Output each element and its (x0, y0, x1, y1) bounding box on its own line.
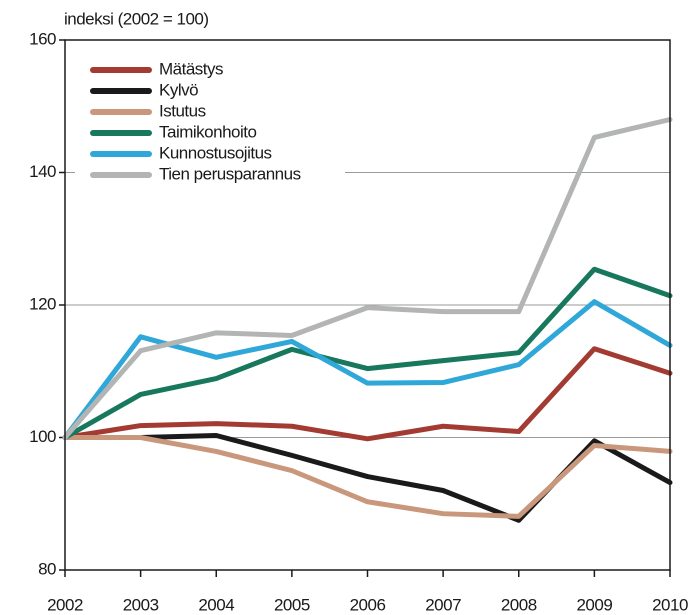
y-tick-label: 160 (29, 29, 56, 48)
series-line (62, 435, 673, 519)
legend-label: Kylvö (159, 80, 198, 99)
series-line (62, 346, 673, 442)
x-tick-label: 2010 (652, 595, 688, 614)
x-tick-label: 2003 (123, 595, 159, 614)
legend-label: Mätästys (159, 59, 223, 78)
x-tick-label: 2006 (350, 595, 386, 614)
legend-label: Istutus (159, 101, 206, 120)
plot-frame (64, 39, 671, 571)
x-tick-label: 2005 (274, 595, 310, 614)
legend-label: Tien perusparannus (159, 164, 301, 183)
series-line (62, 117, 673, 440)
y-axis-label: indeksi (2002 = 100) (64, 9, 209, 28)
series-line (62, 266, 673, 440)
x-tick-label: 2009 (576, 595, 612, 614)
legend-label: Taimikonhoito (159, 122, 256, 141)
legend-label: Kunnostusojitus (159, 143, 272, 162)
x-tick-label: 2002 (47, 595, 83, 614)
y-tick-label: 80 (38, 559, 56, 578)
x-tick-label: 2007 (425, 595, 461, 614)
y-tick-label: 120 (29, 294, 56, 313)
y-tick-label: 140 (29, 162, 56, 181)
series-line (62, 433, 673, 523)
x-tick-label: 2004 (198, 595, 234, 614)
y-tick-label: 100 (29, 427, 56, 446)
x-tick-label: 2008 (501, 595, 537, 614)
